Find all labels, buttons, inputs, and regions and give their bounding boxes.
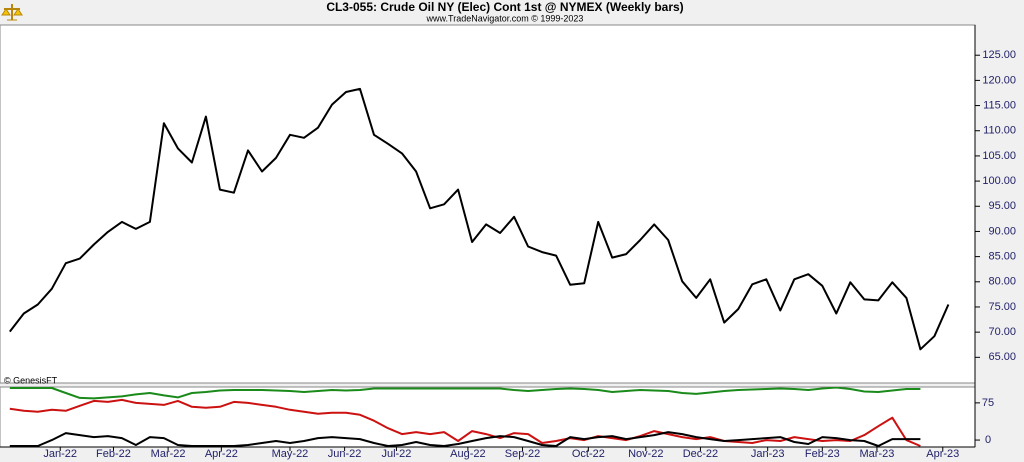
- lower-y-tick-label: 0: [985, 434, 991, 446]
- x-tick-label: Mar-23: [860, 448, 895, 460]
- x-tick-label: Apr-23: [926, 448, 959, 460]
- x-tick-label: Mar-22: [151, 448, 186, 460]
- y-tick-label: 105.00: [982, 150, 1016, 162]
- x-tick-label: Jul-22: [381, 448, 411, 460]
- chart-title: CL3-055: Crude Oil NY (Elec) Cont 1st @ …: [326, 0, 683, 14]
- x-tick-label: Jan-23: [751, 448, 785, 460]
- x-tick-label: May-22: [272, 448, 309, 460]
- lower-plot: [9, 387, 921, 447]
- x-tick-label: Nov-22: [628, 448, 663, 460]
- x-tick-label: Oct-22: [572, 448, 605, 460]
- lower-y-tick-label: 75: [982, 397, 994, 409]
- watermark: © GenesisFT: [4, 375, 58, 385]
- y-tick-label: 95.00: [988, 200, 1016, 212]
- x-tick-label: Dec-22: [683, 448, 718, 460]
- y-tick-label: 65.00: [988, 351, 1016, 363]
- y-tick-label: 75.00: [988, 301, 1016, 313]
- y-tick-label: 85.00: [988, 251, 1016, 263]
- main-panel: [0, 24, 976, 384]
- y-tick-label: 70.00: [988, 326, 1016, 338]
- x-tick-label: Aug-22: [450, 448, 485, 460]
- x-tick-label: Jan-22: [43, 448, 77, 460]
- y-tick-label: 120.00: [982, 74, 1016, 86]
- x-tick-label: Feb-22: [96, 448, 131, 460]
- series-line: [9, 87, 950, 351]
- x-tick-label: Feb-23: [805, 448, 840, 460]
- x-tick-label: Jun-22: [328, 448, 362, 460]
- chart-subtitle: www.TradeNavigator.com © 1999-2023: [426, 13, 584, 23]
- y-tick-label: 80.00: [988, 276, 1016, 288]
- x-tick-label: Sep-22: [505, 448, 540, 460]
- x-tick-label: Apr-22: [205, 448, 238, 460]
- series-line: [9, 398, 921, 447]
- series-line: [9, 431, 921, 447]
- y-tick-label: 110.00: [983, 125, 1016, 137]
- series-line: [9, 387, 921, 400]
- y-tick-label: 125.00: [982, 49, 1016, 61]
- y-tick-label: 115.00: [983, 99, 1016, 111]
- y-tick-label: 100.00: [982, 175, 1016, 187]
- main-plot: [9, 87, 950, 351]
- y-tick-label: 90.00: [988, 225, 1016, 237]
- logo: [1, 4, 23, 21]
